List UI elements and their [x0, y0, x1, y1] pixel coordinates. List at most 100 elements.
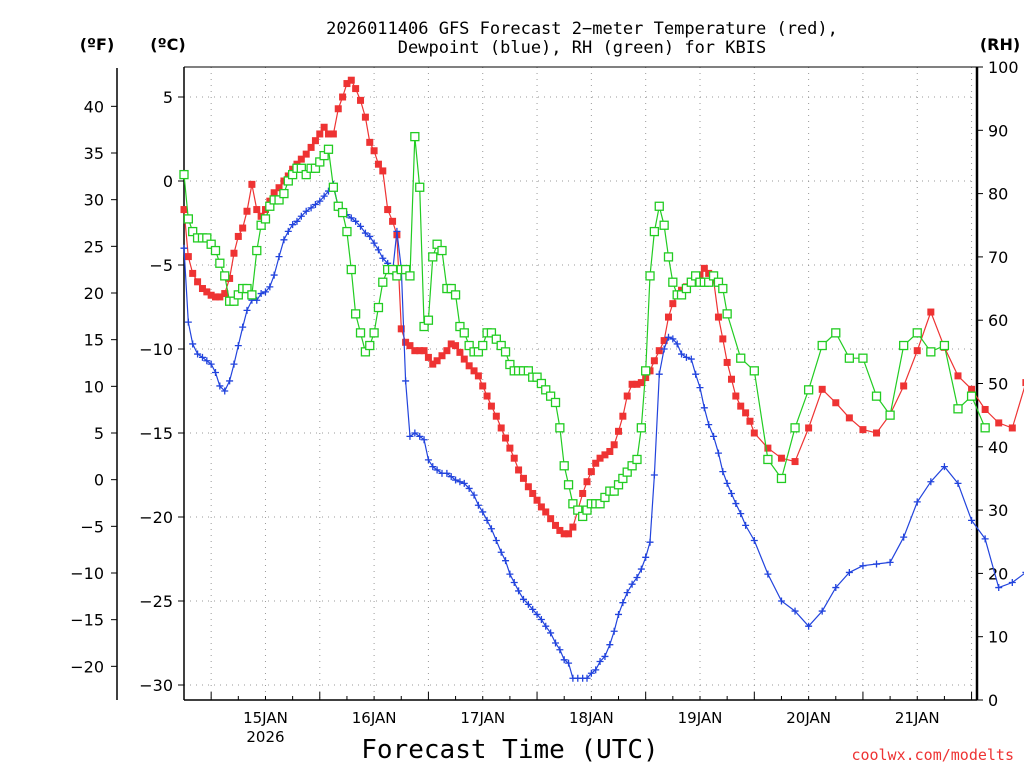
data-point	[497, 424, 505, 432]
data-point	[437, 245, 447, 256]
data-point	[411, 347, 419, 355]
data-point	[981, 535, 989, 543]
data-point	[545, 391, 556, 401]
data-point	[939, 340, 950, 351]
data-point	[253, 296, 261, 304]
data-point	[492, 537, 500, 545]
data-point	[302, 207, 310, 215]
x-tick-label: 21JAN	[895, 709, 940, 727]
data-point	[215, 258, 225, 268]
data-point	[579, 489, 587, 497]
rh-tick-label: 60	[988, 311, 1008, 330]
data-point	[432, 239, 442, 249]
data-point	[180, 244, 188, 252]
data-point	[542, 508, 550, 516]
data-point	[270, 271, 278, 279]
data-point	[547, 515, 555, 523]
rh-tick-label: 50	[988, 375, 1008, 394]
x-tick-label: 17JAN	[460, 709, 505, 727]
fahrenheit-tick-label: 15	[84, 331, 104, 350]
data-point	[492, 412, 500, 420]
data-point	[307, 204, 315, 212]
data-point	[207, 291, 215, 299]
data-point	[179, 169, 189, 180]
data-point	[606, 447, 614, 455]
rh-tick-label: 80	[988, 185, 1008, 204]
series-2-meter-temperature	[180, 76, 1024, 538]
data-point	[700, 404, 708, 412]
data-point	[393, 227, 401, 235]
data-point	[719, 468, 727, 476]
data-point	[714, 449, 722, 457]
data-point	[529, 489, 537, 497]
data-point	[389, 217, 397, 225]
data-point	[334, 105, 342, 113]
data-point	[718, 283, 728, 294]
data-point	[663, 252, 674, 262]
data-point	[899, 340, 909, 351]
data-point	[542, 622, 550, 630]
data-point	[623, 589, 631, 597]
data-point	[311, 201, 319, 209]
data-point	[515, 466, 523, 474]
data-point	[519, 595, 527, 603]
data-point	[487, 402, 495, 410]
data-point	[506, 570, 514, 578]
data-point	[355, 328, 366, 338]
data-point	[243, 207, 251, 215]
data-point	[320, 123, 328, 131]
celsius-tick-label: 5	[163, 88, 173, 107]
data-point	[189, 340, 197, 348]
data-point	[696, 384, 704, 392]
data-point	[764, 570, 772, 578]
data-point	[502, 557, 510, 565]
data-point	[832, 399, 840, 407]
data-point	[844, 353, 855, 363]
data-point	[374, 160, 382, 168]
data-point	[832, 584, 840, 592]
data-point	[180, 206, 188, 214]
data-point	[324, 130, 332, 138]
data-point	[1008, 424, 1016, 432]
data-point	[559, 461, 569, 471]
data-point	[405, 271, 415, 281]
data-point	[533, 496, 541, 504]
plot-frame	[116, 66, 979, 701]
data-point	[831, 328, 841, 338]
data-point	[406, 432, 414, 440]
data-point	[274, 195, 284, 205]
fahrenheit-tick-label: −5	[80, 517, 104, 536]
data-point	[803, 385, 814, 395]
data-point	[478, 340, 488, 351]
data-point	[429, 463, 437, 471]
data-point	[428, 252, 438, 262]
data-point	[379, 254, 387, 262]
data-point	[464, 340, 474, 351]
data-point	[452, 342, 460, 350]
data-point	[433, 466, 441, 474]
data-point	[280, 236, 288, 244]
data-point	[723, 479, 731, 487]
rh-axis-label: (RH)	[980, 35, 1020, 54]
data-point	[450, 290, 461, 300]
data-point	[253, 206, 261, 214]
data-point	[681, 283, 692, 294]
data-point	[470, 491, 478, 499]
data-point	[365, 340, 375, 351]
data-point	[234, 232, 242, 240]
data-point	[749, 366, 759, 376]
fahrenheit-tick-label: −20	[70, 657, 104, 676]
data-point	[654, 201, 664, 211]
data-point	[601, 652, 609, 660]
data-point	[555, 423, 565, 433]
data-point	[732, 392, 740, 400]
data-point	[560, 530, 568, 538]
data-point	[500, 347, 511, 357]
fahrenheit-tick-label: −15	[70, 611, 104, 630]
data-point	[350, 309, 361, 319]
data-point	[710, 432, 718, 440]
data-point	[777, 454, 785, 462]
data-point	[858, 353, 868, 363]
data-point	[587, 669, 595, 677]
